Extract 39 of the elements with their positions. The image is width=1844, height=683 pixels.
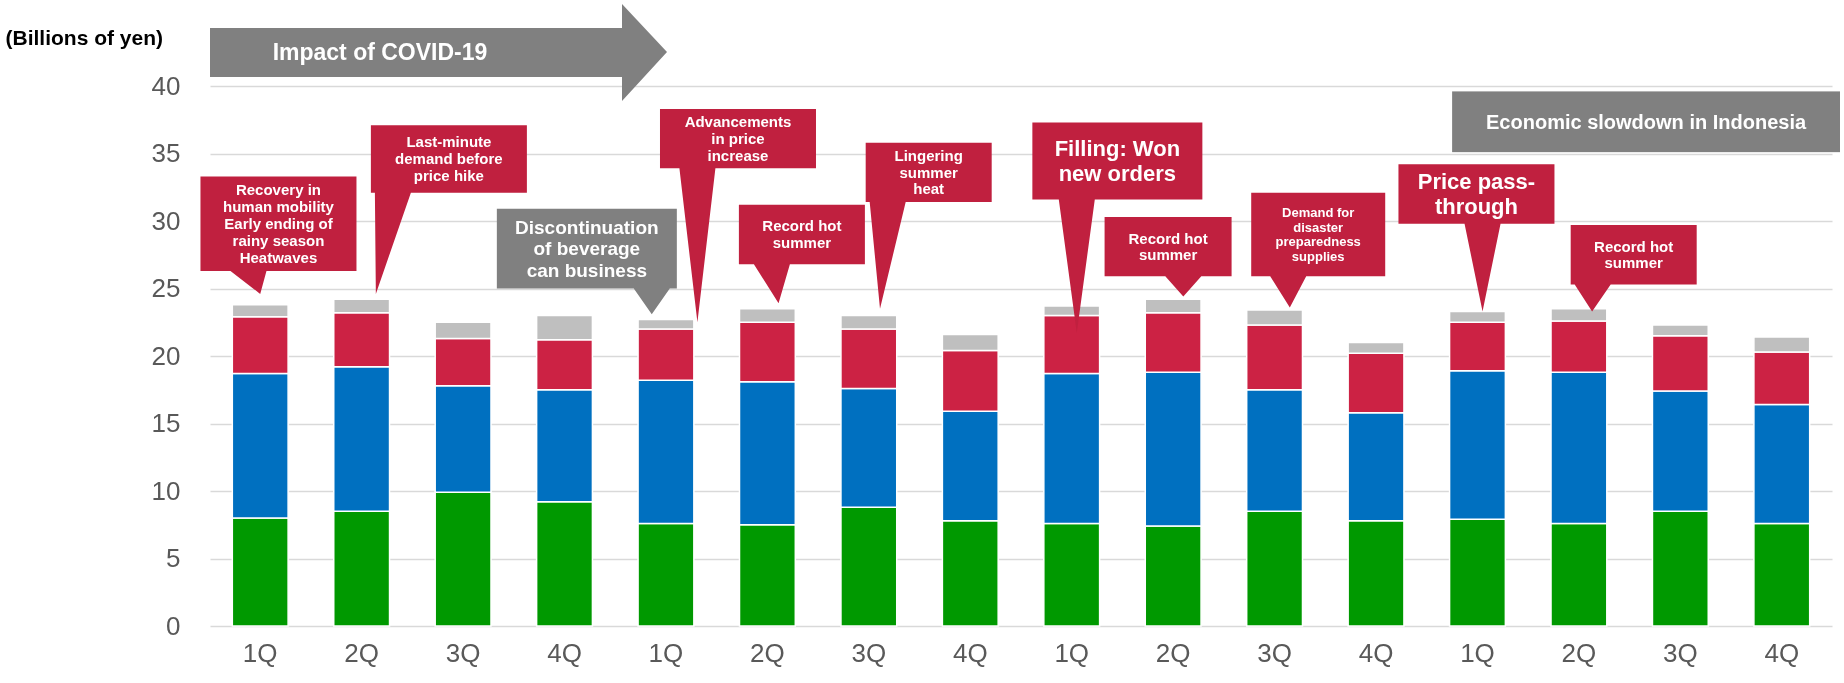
x-tick-label: 3Q	[851, 637, 887, 668]
annotation: Record hot summer	[762, 217, 842, 252]
x-tick-label: 4Q	[952, 637, 988, 668]
x-tick-label: 1Q	[1054, 637, 1090, 668]
annotation: Record hot summer	[1128, 229, 1208, 264]
y-tick-label: 5	[166, 543, 181, 573]
y-tick-label: 30	[151, 205, 181, 236]
x-tick-label: 2Q	[1561, 637, 1597, 668]
x-tick-label: 4Q	[547, 637, 582, 668]
x-tick-label: 1Q	[1460, 637, 1495, 668]
y-tick-label: 10	[151, 475, 181, 506]
text: Impact of COVID-19	[272, 39, 488, 66]
y-tick-label: 20	[151, 340, 181, 371]
x-tick-label: 2Q	[750, 637, 785, 668]
x-tick-label: 3Q	[445, 637, 481, 668]
x-tick-label: 2Q	[1155, 637, 1191, 668]
annotation: Demand for disaster preparedness supplies	[1275, 205, 1361, 264]
annotation: Discontinuation of beverage can business	[515, 217, 659, 281]
y-tick-label: 0	[166, 610, 181, 641]
x-tick-label: 3Q	[1663, 637, 1698, 668]
y-tick-label: 15	[151, 408, 181, 438]
annotation: Record hot summer	[1594, 237, 1674, 272]
annotation: Price pass- through	[1417, 169, 1536, 220]
x-tick-label: 2Q	[344, 637, 379, 668]
annotation: Last-minute demand before price hike	[395, 133, 503, 184]
x-tick-label: 1Q	[242, 637, 278, 668]
annotation: Economic slowdown in Indonesia	[1486, 110, 1807, 133]
annotation: Filling: Won new orders	[1054, 136, 1181, 186]
x-tick-label: 4Q	[1764, 637, 1800, 668]
y-tick-label: 35	[151, 138, 181, 168]
x-tick-label: 1Q	[648, 637, 684, 668]
x-tick-label: 3Q	[1257, 637, 1292, 668]
annotation: Advancements in price increase	[684, 113, 792, 164]
annotation: Lingering summer heat	[894, 146, 963, 198]
x-tick-label: 4Q	[1358, 637, 1394, 668]
annotation: Recovery in human mobility Early ending of rainy season Heatwaves	[223, 181, 335, 266]
y-tick-label: 25	[151, 273, 181, 303]
y-axis-title: (Billions of yen)	[5, 25, 163, 49]
y-tick-label: 40	[151, 70, 181, 101]
